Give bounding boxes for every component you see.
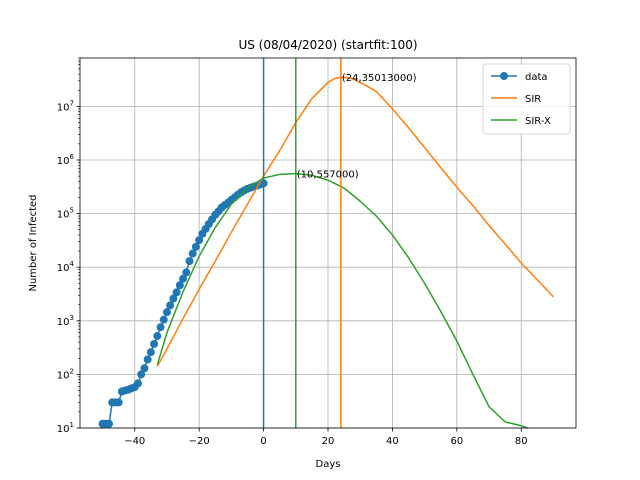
data-point [146, 348, 155, 357]
data-point [150, 339, 159, 348]
y-axis-title: Number of Infected [28, 194, 39, 291]
series-layer [98, 76, 554, 428]
y-tick-exponent: 6 [70, 153, 75, 161]
y-tick-label: 105 [57, 207, 74, 221]
annotation-layer: (24,35013000) (10,557000) [297, 73, 417, 180]
y-tick-exponent: 5 [70, 207, 74, 215]
legend-label-data: data [525, 72, 548, 83]
y-tick-exponent: 7 [70, 99, 74, 107]
data-point [143, 355, 152, 364]
data-point [104, 419, 113, 428]
y-tick-exponent: 1 [70, 421, 74, 429]
series-line-sir [156, 76, 554, 367]
data-point [153, 332, 162, 341]
data-point [137, 370, 146, 379]
data-point [140, 364, 149, 373]
x-axis-title: Days [316, 459, 341, 470]
data-point [172, 288, 181, 297]
y-tick-base: 10 [57, 156, 70, 167]
data-point [114, 398, 123, 407]
x-tick-label: −40 [124, 436, 145, 447]
data-point [166, 301, 175, 310]
peak-annotation: (24,35013000) [342, 73, 417, 84]
x-tick-label: −20 [189, 436, 210, 447]
data-point [191, 242, 200, 251]
legend: data SIR SIR-X [482, 63, 571, 135]
y-tick-base: 10 [57, 424, 70, 435]
data-point [175, 281, 184, 290]
x-tick-label: 60 [450, 436, 463, 447]
data-point [159, 315, 168, 324]
data-point [195, 236, 204, 245]
data-point [169, 294, 178, 303]
chart-title: US (08/04/2020) (startfit:100) [238, 38, 417, 52]
y-tick-label: 107 [57, 99, 74, 113]
y-tick-label: 106 [57, 153, 75, 167]
y-tick-base: 10 [57, 263, 70, 274]
data-point [179, 274, 188, 283]
vline-layer [262, 58, 342, 428]
legend-marker [500, 72, 508, 80]
series-line-sir-x [156, 172, 528, 428]
peak-annotation: (10,557000) [297, 170, 359, 181]
data-point [133, 379, 142, 388]
legend-box [482, 63, 571, 135]
x-tick-label: 20 [322, 436, 335, 447]
y-tick-label: 102 [57, 367, 74, 381]
y-tick-exponent: 2 [70, 367, 74, 375]
data-point [156, 323, 165, 332]
data-point [185, 257, 194, 266]
y-tick-exponent: 4 [70, 260, 75, 268]
x-tick-label: 0 [260, 436, 266, 447]
y-tick-label: 101 [57, 421, 74, 435]
x-tick-label: 80 [515, 436, 528, 447]
y-tick-base: 10 [57, 370, 70, 381]
x-tick-label: 40 [386, 436, 399, 447]
y-tick-exponent: 3 [70, 314, 74, 322]
data-point [182, 268, 191, 277]
y-tick-label: 104 [57, 260, 75, 274]
data-point [188, 249, 197, 258]
y-tick-base: 10 [57, 317, 70, 328]
y-tick-base: 10 [57, 102, 70, 113]
y-tick-label: 103 [57, 314, 74, 328]
legend-label-sir: SIR [525, 94, 541, 105]
y-tick-base: 10 [57, 210, 70, 221]
legend-label-sir-x: SIR-X [525, 116, 551, 127]
data-point [162, 308, 171, 317]
